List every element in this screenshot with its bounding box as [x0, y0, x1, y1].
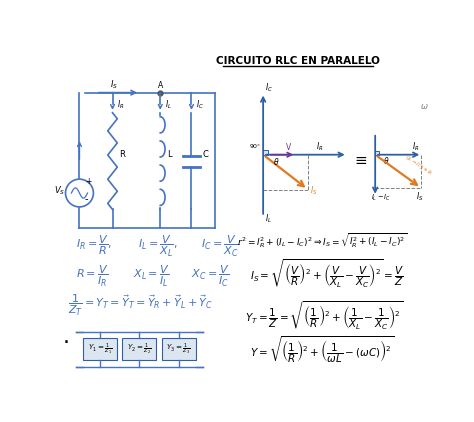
Text: $Y_2=\frac{1}{Z_2}$: $Y_2=\frac{1}{Z_2}$	[127, 342, 152, 357]
Text: $I_C$: $I_C$	[265, 82, 273, 94]
Text: $\theta$: $\theta$	[383, 155, 390, 166]
Text: $Y_1=\frac{1}{Z_1}$: $Y_1=\frac{1}{Z_1}$	[88, 342, 112, 357]
Text: $X_L = \dfrac{V}{I_L}$: $X_L = \dfrac{V}{I_L}$	[133, 264, 169, 289]
Text: ≡: ≡	[355, 152, 367, 168]
Text: $I_R$: $I_R$	[412, 141, 419, 154]
Text: ·: ·	[62, 333, 69, 353]
Text: $Y = \sqrt{\left(\dfrac{1}{R}\right)^2 + \left(\dfrac{1}{\omega L} - \left(\omeg: $Y = \sqrt{\left(\dfrac{1}{R}\right)^2 +…	[250, 334, 394, 365]
Text: $R = \dfrac{V}{I_R}$: $R = \dfrac{V}{I_R}$	[76, 264, 109, 289]
FancyBboxPatch shape	[122, 338, 156, 360]
Text: $I_L - I_C$: $I_L - I_C$	[371, 192, 391, 203]
Text: V: V	[286, 143, 292, 151]
Text: $I_S = \sqrt{\left(\dfrac{V}{R}\right)^2 + \left(\dfrac{V}{X_L} - \dfrac{V}{X_C}: $I_S = \sqrt{\left(\dfrac{V}{R}\right)^2…	[250, 258, 404, 290]
Text: A: A	[158, 81, 163, 90]
Text: $I_C = \dfrac{V}{X_C}$: $I_C = \dfrac{V}{X_C}$	[201, 234, 239, 259]
Text: $I_S$: $I_S$	[310, 184, 317, 197]
Text: +: +	[85, 177, 91, 186]
Text: $X_C = \dfrac{V}{I_C}$: $X_C = \dfrac{V}{I_C}$	[191, 264, 230, 289]
Text: $I_L = \dfrac{V}{X_L},$: $I_L = \dfrac{V}{X_L},$	[138, 234, 178, 259]
Text: $I_L$: $I_L$	[265, 213, 272, 225]
FancyBboxPatch shape	[162, 338, 196, 360]
Text: 90°: 90°	[249, 144, 260, 149]
Text: $I_L$: $I_L$	[164, 99, 172, 111]
Text: -: -	[85, 194, 89, 204]
Text: $I_S$: $I_S$	[416, 191, 424, 203]
Text: $I_R$: $I_R$	[317, 141, 324, 153]
Text: $I_S$: $I_S$	[110, 79, 118, 92]
Text: L: L	[167, 149, 172, 159]
Bar	[263, 150, 268, 155]
Text: $\omega$: $\omega$	[420, 102, 428, 111]
FancyBboxPatch shape	[83, 338, 117, 360]
Text: R: R	[119, 149, 125, 159]
Text: $I_R$: $I_R$	[117, 99, 124, 111]
Text: $Y_T = \dfrac{1}{Z} = \sqrt{\left(\dfrac{1}{R}\right)^2 + \left(\dfrac{1}{X_L} -: $Y_T = \dfrac{1}{Z} = \sqrt{\left(\dfrac…	[245, 299, 403, 332]
Text: $Y_3=\frac{1}{Z_3}$: $Y_3=\frac{1}{Z_3}$	[166, 342, 191, 357]
Text: $I_C$: $I_C$	[196, 99, 204, 111]
Text: $\dfrac{1}{Z_T} = Y_T = \vec{Y}_T = \vec{Y}_R + \vec{Y}_L + \vec{Y}_C$: $\dfrac{1}{Z_T} = Y_T = \vec{Y}_T = \vec…	[68, 293, 213, 319]
Text: $r^2 = I_R^2 + \left(I_L - I_C\right)^2 \Rightarrow I_S = \sqrt{I_R^2 + \left(I_: $r^2 = I_R^2 + \left(I_L - I_C\right)^2 …	[237, 232, 408, 251]
Text: $\theta$: $\theta$	[273, 156, 280, 167]
Text: $(I_L-I_C)+I_R$: $(I_L-I_C)+I_R$	[402, 152, 434, 178]
Text: $V_S$: $V_S$	[54, 184, 65, 197]
Bar	[375, 151, 379, 155]
Text: CIRCUITO RLC EN PARALELO: CIRCUITO RLC EN PARALELO	[216, 56, 380, 66]
Text: C: C	[202, 149, 209, 159]
Text: $I_R = \dfrac{V}{R},$: $I_R = \dfrac{V}{R},$	[76, 234, 112, 257]
